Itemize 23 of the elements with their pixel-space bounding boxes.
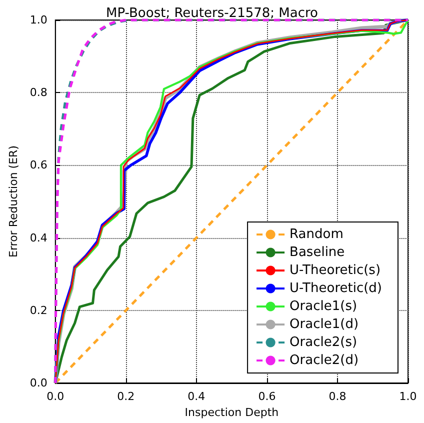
x-tick-label: 0.8 (328, 390, 346, 403)
x-tick-label: 0.0 (46, 390, 64, 403)
x-axis-title: Inspection Depth (184, 406, 279, 419)
y-tick-label: 0.8 (30, 86, 48, 100)
chart-title: MP-Boost; Reuters-21578; Macro (106, 6, 318, 21)
x-tick-label: 0.4 (188, 390, 206, 403)
legend-label: Baseline (290, 245, 345, 260)
legend-label: Oracle1(d) (290, 317, 359, 332)
legend-label: U-Theoretic(d) (290, 281, 382, 296)
y-tick-label: 0.0 (30, 376, 48, 390)
legend-label: Oracle2(s) (290, 335, 358, 350)
legend-label: Oracle2(d) (290, 353, 359, 368)
legend-label: U-Theoretic(s) (290, 263, 381, 278)
x-tick-label: 0.6 (258, 390, 276, 403)
y-tick-label: 1.0 (30, 14, 48, 26)
y-tick-label: 0.4 (30, 231, 48, 244)
y-tick-label: 0.6 (30, 158, 48, 172)
y-tick-label: 0.2 (30, 304, 48, 317)
legend-label: Random (290, 227, 344, 242)
legend-label: Oracle1(s) (290, 299, 358, 314)
x-tick-label: 1.0 (399, 390, 417, 403)
y-axis-title: Error Reduction (ER) (7, 146, 20, 258)
x-tick-label: 0.2 (117, 390, 135, 403)
